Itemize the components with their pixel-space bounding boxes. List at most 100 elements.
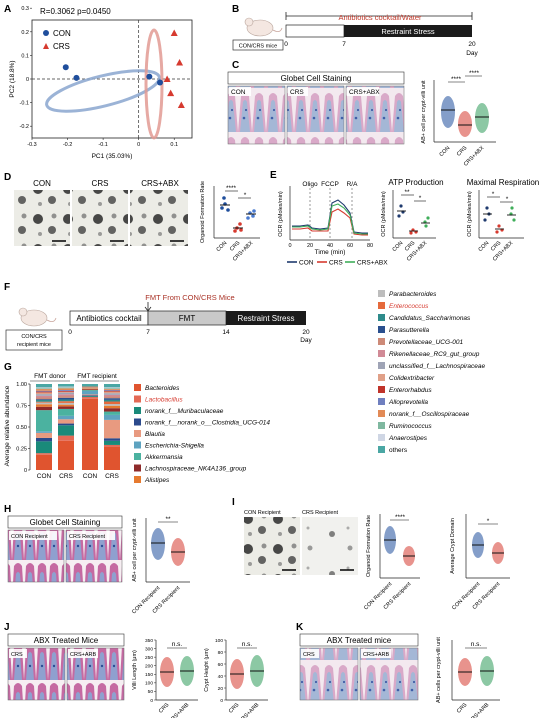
legend-swatch [378, 422, 385, 429]
j-image-crs-label: CRS [11, 652, 23, 658]
con-point [73, 74, 80, 81]
ocr-line-crs-abx [292, 203, 368, 235]
abundance-segment [104, 405, 120, 409]
abundance-segment [36, 402, 52, 405]
abundance-segment [36, 391, 52, 393]
panel-label-d: D [4, 172, 11, 183]
fmt-from-label: FMT From CON/CRS Mice [145, 293, 234, 302]
ocr-legend-con: CON [299, 260, 314, 267]
abundance-y-tick: 0.25 [16, 447, 27, 453]
ocr-y-label: OCR (pMoles/min) [278, 191, 284, 237]
legend-genus-label: Enterococcus [389, 303, 429, 310]
abundance-segment [58, 408, 74, 416]
j-y-tick: 150 [145, 672, 153, 678]
j-sig-1: n.s. [172, 641, 183, 648]
atp-title: ATP Production [388, 178, 443, 187]
crs-point [163, 75, 171, 82]
j-y-tick: 40 [218, 674, 224, 680]
abundance-segment [104, 444, 120, 447]
abundance-segment [82, 394, 98, 396]
legend-genus-label: others [389, 447, 408, 454]
i-y-label-2: Average Crypt Domain [450, 518, 456, 574]
abundance-segment [58, 423, 74, 426]
pcoa-y-tick-label: 0.1 [21, 53, 29, 59]
abundance-segment [36, 384, 52, 388]
i-dots-2 [472, 532, 504, 564]
abundance-segment [58, 397, 74, 400]
panel-c: C Globet Cell Staining CON CRS CRS+ABX A… [227, 60, 496, 168]
recipient-label-1: CON/CRS [21, 334, 47, 340]
legend-genus-label: Escherichia-Shigella [145, 443, 204, 450]
abundance-y-tick: 0.75 [16, 404, 27, 410]
timeline-pre-segment [285, 24, 345, 38]
abundance-segment [58, 384, 74, 387]
legend-genus-label: Ruminococcus [389, 423, 432, 430]
legend-con-label: CON [53, 29, 71, 38]
panel-e: E Oligo FCCP R/A OCR (pMoles/min) 0 20 4… [270, 170, 539, 267]
legend-genus-label: Parasutterella [389, 327, 429, 334]
marker-oligo: Oligo [302, 181, 318, 188]
he-image-con-label: CON [231, 89, 246, 96]
timeline-tick-7: 7 [342, 41, 346, 48]
abundance-segment [104, 446, 120, 470]
abundance-segment [82, 396, 98, 398]
panel-k: K ABX Treated mice CRS CRS+ARB AB+ cells… [296, 622, 500, 718]
legend-swatch [134, 453, 141, 460]
h-sig: ** [165, 516, 171, 523]
j-dots-1 [160, 656, 194, 687]
he-image-crs-abx-label: CRS+ABX [349, 89, 380, 96]
k-title: ABX Treated mice [327, 636, 392, 645]
legend-swatch [134, 476, 141, 483]
panel-label-e: E [270, 170, 277, 181]
j-y-tick: 100 [145, 681, 153, 687]
legend-swatch [378, 338, 385, 345]
abundance-segment [58, 396, 74, 398]
legend-genus-label: Alloprevotella [388, 399, 428, 406]
panel-j: J ABX Treated Mice CRS CRS+ARB Villi Len… [4, 622, 268, 718]
abundance-segment [58, 390, 74, 392]
i-sig-2: * [487, 518, 490, 525]
pcoa-y-tick-label: -0.1 [20, 101, 29, 107]
abundance-segment [82, 398, 98, 470]
pcoa-x-ticks: -0.3 -0.2 -0.1 0 0.1 [27, 138, 178, 148]
legend-genus-label: Lactobacillus [145, 397, 183, 404]
organoid-con-title: CON [33, 179, 51, 188]
d-sig-2: * [244, 192, 247, 199]
recipient-box [5, 329, 63, 351]
abundance-segment [58, 435, 74, 441]
abundance-segment [36, 401, 52, 403]
j-y-tick: 350 [145, 638, 153, 644]
ocr-xtick-80: 80 [367, 243, 373, 249]
abundance-segment [36, 437, 52, 442]
atp-xcat-con: CON [392, 240, 405, 253]
abundance-segment [104, 438, 120, 441]
abundance-segment [58, 391, 74, 393]
j-y-tick: 20 [218, 686, 224, 692]
abundance-segment [36, 454, 52, 470]
legend-swatch [134, 384, 141, 391]
j-y-tick: 250 [145, 655, 153, 661]
abundance-segment [58, 402, 74, 405]
restraint-segment [226, 311, 306, 325]
abundance-segment [82, 390, 98, 395]
abundance-segment [104, 396, 120, 399]
pcoa-x-tick-label: 0 [137, 142, 140, 148]
abundance-segment [104, 401, 120, 405]
abundance-segment [58, 419, 74, 424]
crs-point [170, 29, 178, 36]
abundance-segment [58, 440, 74, 470]
abundance-segment [36, 404, 52, 407]
abundance-segment [104, 440, 120, 445]
legend-swatch [378, 290, 385, 297]
panel-i: I CON Recipient CRS Recipient Organoid F… [232, 497, 510, 611]
crs-point [177, 101, 185, 108]
h-image-con-label: CON Recipient [11, 534, 48, 540]
abundance-bars [36, 384, 120, 470]
abundance-segment [36, 392, 52, 395]
abundance-segment [58, 392, 74, 395]
abundance-segment [82, 390, 98, 391]
legend-swatch [378, 446, 385, 453]
pcoa-x-tick-label: -0.1 [98, 142, 107, 148]
i-image-con-title: CON Recipient [244, 510, 281, 516]
ocr-legend-crs-abx: CRS+ABX [357, 260, 388, 267]
